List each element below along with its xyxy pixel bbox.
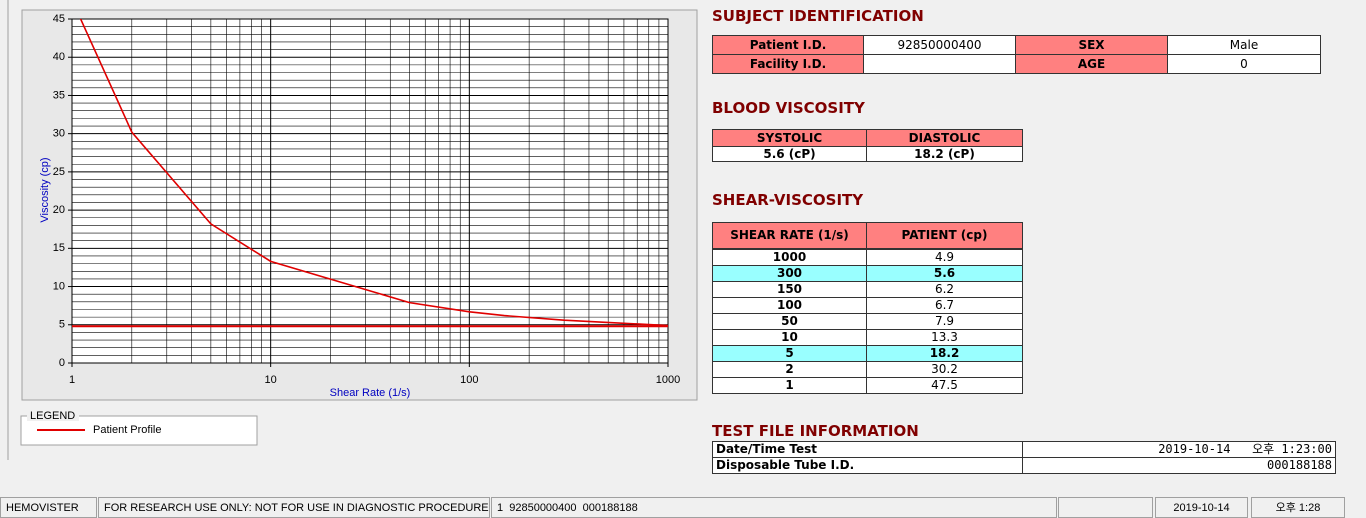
shear-rate-cell: 10	[712, 329, 867, 346]
x-axis-label: Shear Rate (1/s)	[330, 387, 411, 399]
status-cell: 1 92850000400 000188188	[491, 497, 1057, 518]
status-cell: FOR RESEARCH USE ONLY: NOT FOR USE IN DI…	[98, 497, 490, 518]
series-line	[79, 19, 668, 327]
viscosity-cell: 18.2	[866, 345, 1023, 362]
field-value: 0	[1167, 54, 1321, 74]
info-label: Date/Time Test	[712, 441, 1023, 458]
section-title: SUBJECT IDENTIFICATION	[712, 7, 924, 25]
y-tick-label: 25	[53, 166, 65, 178]
y-tick-label: 10	[53, 280, 65, 292]
chart: Viscosity (cp) Shear Rate (1/s) LEGEND P…	[7, 0, 698, 460]
legend-label: Patient Profile	[93, 424, 161, 436]
column-header: SHEAR RATE (1/s)	[712, 222, 867, 249]
viscosity-cell: 30.2	[866, 361, 1023, 378]
y-tick-label: 40	[53, 51, 65, 63]
status-cell: 2019-10-14	[1155, 497, 1248, 518]
x-tick-label: 1000	[656, 374, 680, 386]
column-header: SYSTOLIC	[712, 129, 867, 147]
viscosity-cell: 5.6	[866, 265, 1023, 282]
field-value: 92850000400	[863, 35, 1016, 55]
legend-title-bg	[27, 409, 79, 421]
value-cell: 18.2 (cP)	[866, 146, 1023, 162]
y-tick-label: 20	[53, 204, 65, 216]
shear-rate-cell: 5	[712, 345, 867, 362]
y-tick-label: 35	[53, 89, 65, 101]
info-label: Disposable Tube I.D.	[712, 457, 1023, 474]
status-cell	[1058, 497, 1153, 518]
field-label: Patient I.D.	[712, 35, 864, 55]
viscosity-cell: 47.5	[866, 377, 1023, 394]
y-tick-label: 45	[53, 13, 65, 25]
y-axis-label: Viscosity (cp)	[39, 157, 51, 222]
shear-rate-cell: 2	[712, 361, 867, 378]
x-tick-label: 10	[265, 374, 277, 386]
plot-clip	[72, 19, 668, 328]
viscosity-cell: 4.9	[866, 249, 1023, 266]
column-header: PATIENT (cp)	[866, 222, 1023, 249]
x-tick-label: 100	[460, 374, 478, 386]
status-cell: HEMOVISTER	[0, 497, 97, 518]
viscosity-cell: 6.2	[866, 281, 1023, 298]
section-title: BLOOD VISCOSITY	[712, 99, 865, 117]
section-title: SHEAR-VISCOSITY	[712, 191, 864, 209]
column-header: DIASTOLIC	[866, 129, 1023, 147]
shear-rate-cell: 50	[712, 313, 867, 330]
field-label: AGE	[1015, 54, 1168, 74]
x-tick-label: 1	[69, 374, 75, 386]
shear-rate-cell: 1000	[712, 249, 867, 266]
viscosity-cell: 6.7	[866, 297, 1023, 314]
viscosity-cell: 13.3	[866, 329, 1023, 346]
y-tick-label: 5	[59, 319, 65, 331]
plot-area	[71, 18, 669, 364]
viscosity-cell: 7.9	[866, 313, 1023, 330]
field-label: Facility I.D.	[712, 54, 864, 74]
field-value: Male	[1167, 35, 1321, 55]
status-cell: 오후 1:28	[1251, 497, 1345, 518]
y-tick-label: 15	[53, 242, 65, 254]
field-value	[863, 54, 1016, 74]
shear-rate-cell: 300	[712, 265, 867, 282]
shear-rate-cell: 1	[712, 377, 867, 394]
info-value: 000188188	[1022, 457, 1336, 474]
shear-rate-cell: 150	[712, 281, 867, 298]
shear-rate-cell: 100	[712, 297, 867, 314]
y-tick-label: 30	[53, 128, 65, 140]
y-tick-label: 0	[59, 357, 65, 369]
section-title: TEST FILE INFORMATION	[712, 422, 919, 440]
value-cell: 5.6 (cP)	[712, 146, 867, 162]
field-label: SEX	[1015, 35, 1168, 55]
info-value: 2019-10-14 오후 1:23:00	[1022, 441, 1336, 458]
legend-title: LEGEND	[30, 410, 75, 422]
